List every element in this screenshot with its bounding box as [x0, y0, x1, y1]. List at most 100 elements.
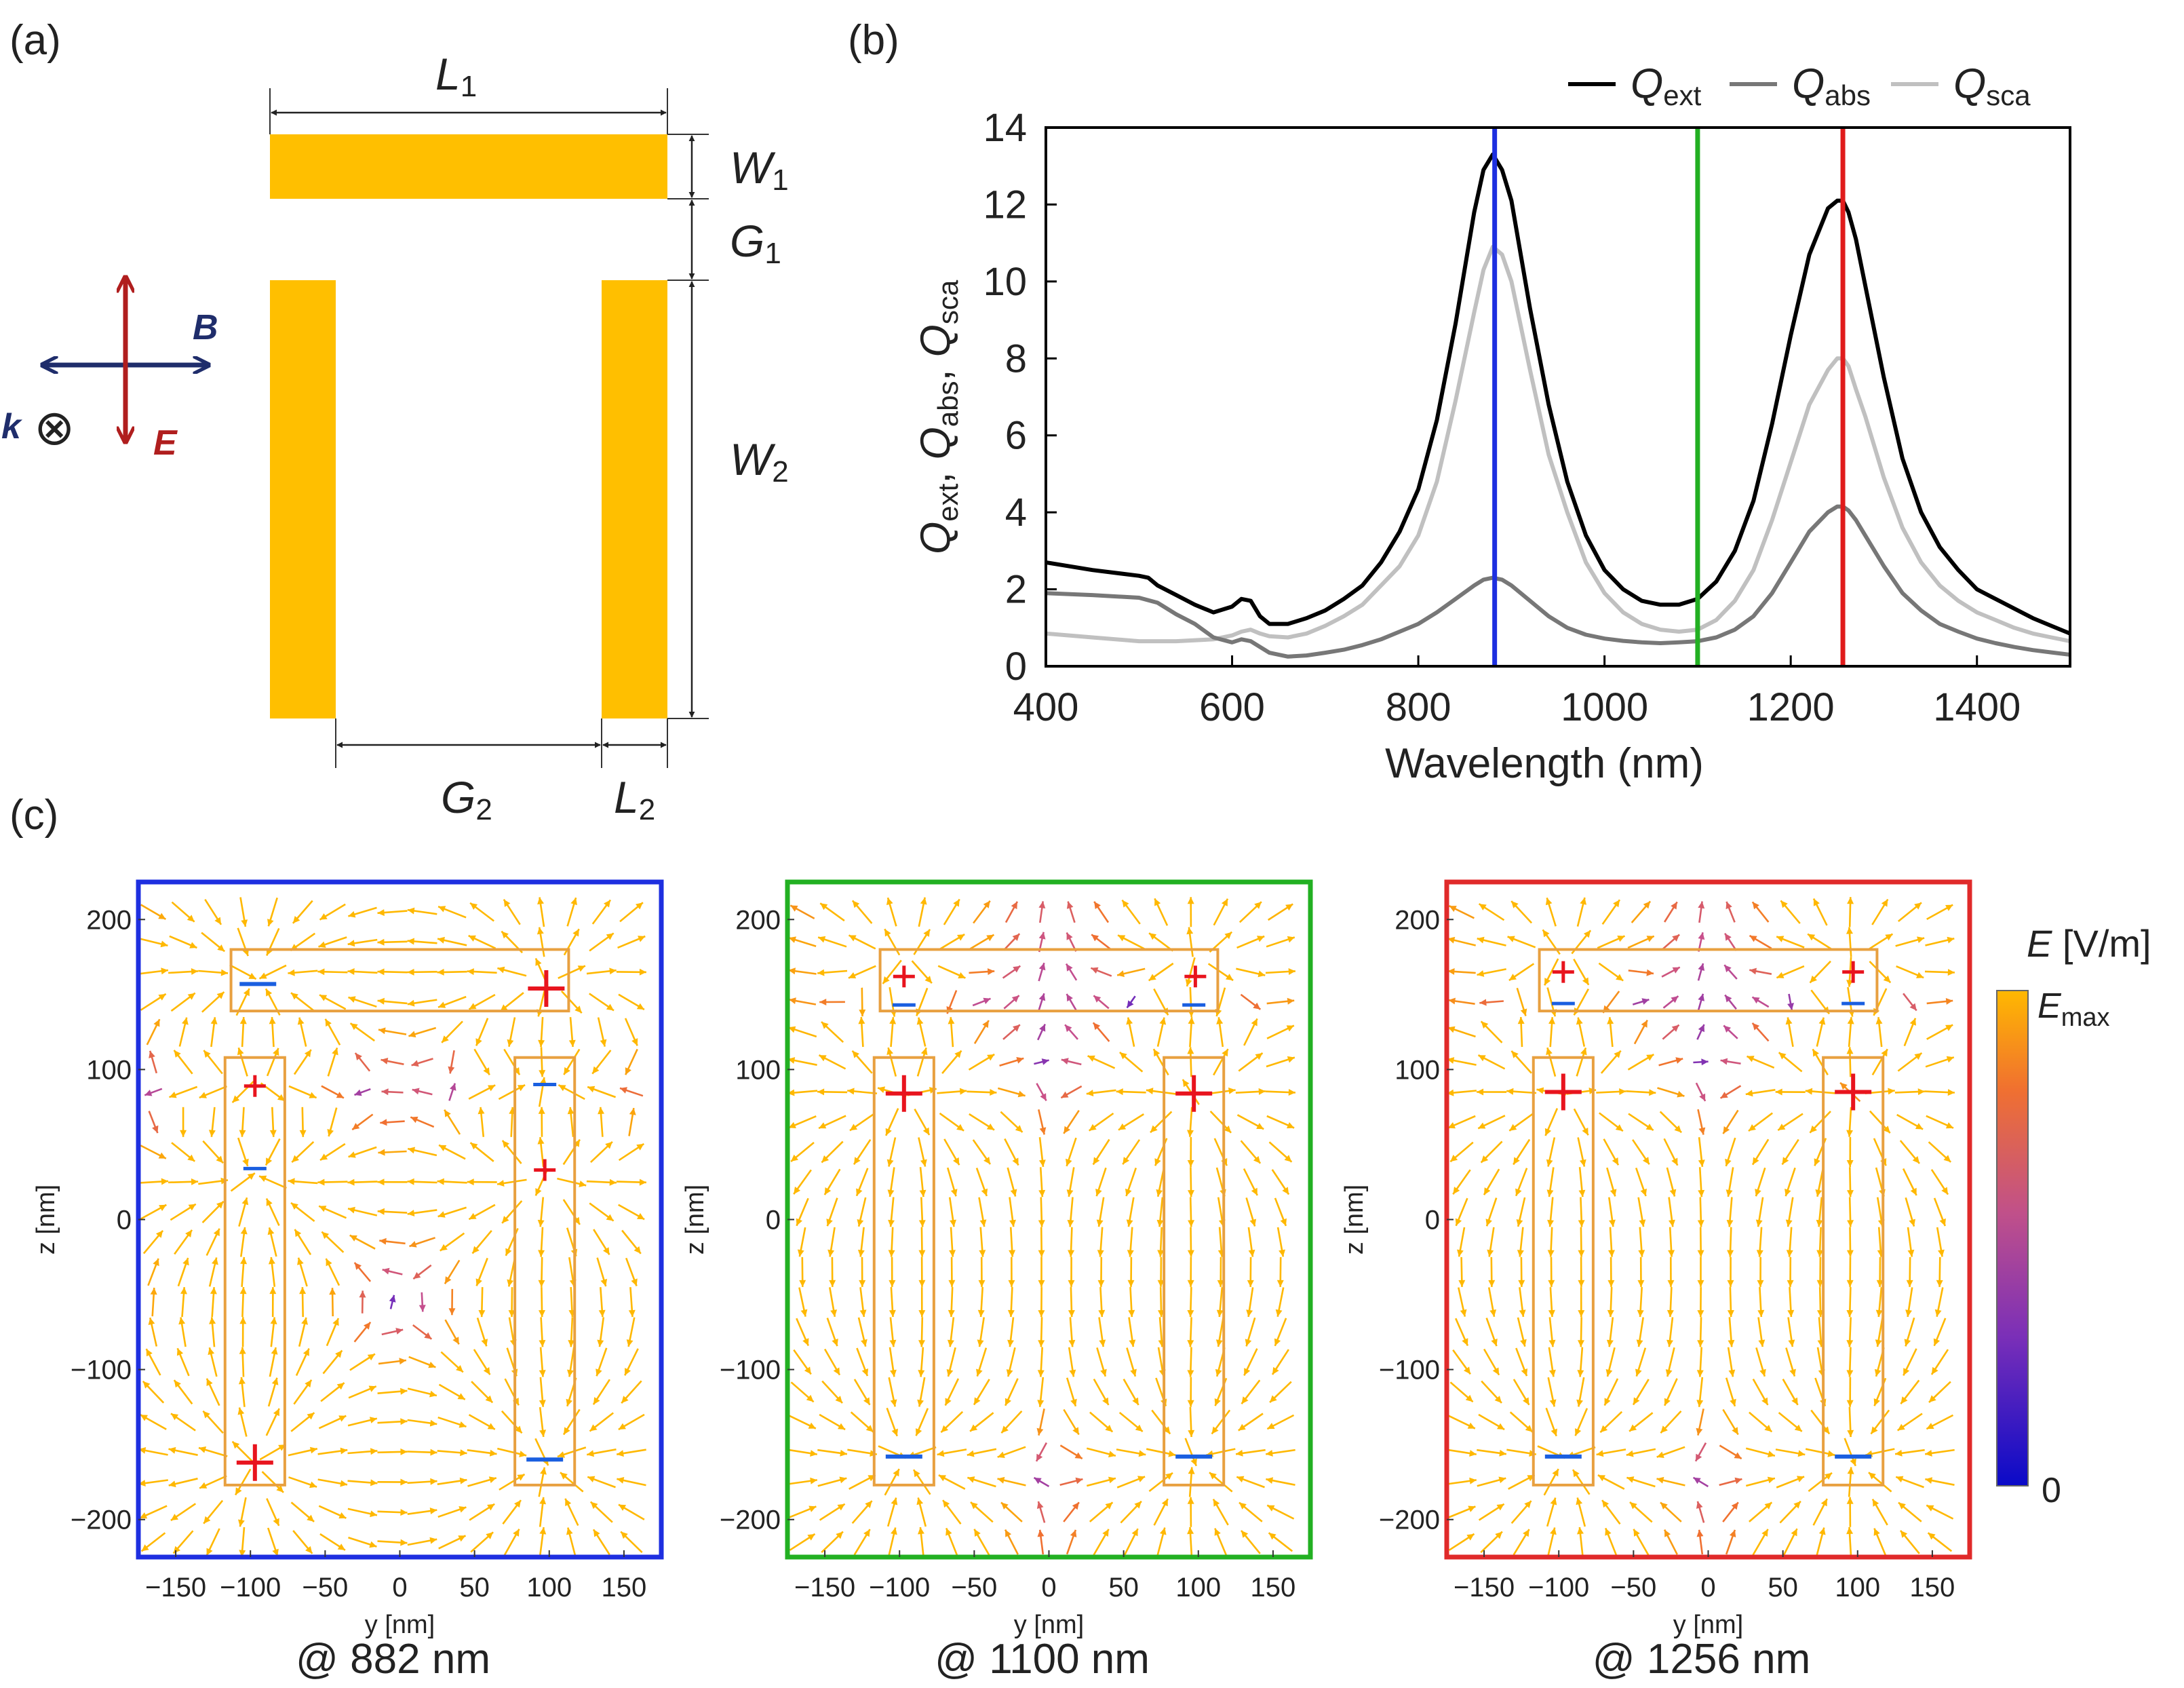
field-arrowhead: [209, 1317, 216, 1324]
E-label: E: [153, 423, 178, 463]
field-arrowhead: [377, 1208, 385, 1215]
field-arrowhead: [628, 1309, 636, 1318]
field-arrowhead: [1135, 1424, 1143, 1432]
field-arrowhead: [409, 1241, 417, 1248]
field-arrowhead: [604, 900, 610, 908]
field-arrowhead: [974, 1397, 981, 1405]
field-arrowhead: [1187, 1370, 1194, 1377]
field-arrowhead: [497, 1180, 505, 1187]
field-arrowhead: [1154, 898, 1161, 906]
x-tick-label: −50: [302, 1573, 348, 1603]
field-arrowhead: [1875, 1309, 1883, 1317]
field-arrowhead: [982, 1020, 989, 1029]
field-arrowhead: [564, 1427, 570, 1435]
y-tick-label: 0: [766, 1206, 781, 1235]
field-arrowhead: [1696, 1501, 1703, 1509]
field-arrowhead: [1498, 1476, 1506, 1484]
field-arrowhead: [1816, 1280, 1824, 1287]
field-arrowhead: [865, 1425, 874, 1432]
field-arrowhead: [448, 1308, 456, 1316]
field-arrowhead: [918, 1250, 926, 1257]
y-tick-label: −100: [1379, 1356, 1440, 1385]
field-arrowhead: [1520, 1339, 1527, 1347]
field-arrowhead: [1608, 1250, 1615, 1257]
field-arrowhead: [187, 993, 195, 1000]
field-arrowhead: [954, 1050, 962, 1058]
field-arrowhead: [1068, 1280, 1075, 1287]
field-arrowhead: [1125, 1188, 1132, 1196]
field-arrowhead: [378, 1027, 386, 1035]
field-arrowhead: [1187, 1250, 1194, 1257]
field-arrowhead: [893, 1469, 899, 1477]
field-arrowhead: [1039, 1127, 1047, 1135]
field-arrowhead: [1906, 1280, 1913, 1287]
field-arrowhead: [572, 929, 579, 937]
field-arrowhead: [1214, 1398, 1221, 1406]
field-arrowhead: [1612, 1157, 1618, 1166]
field-arrowhead: [1015, 1125, 1023, 1132]
colorbar-title: E [V/m]: [2027, 922, 2151, 965]
field-arrowhead: [305, 1379, 312, 1387]
field-arrowhead: [1013, 1024, 1020, 1032]
colorbar-max-label: Emax: [2037, 986, 2109, 1032]
field-arrowhead: [625, 1067, 631, 1075]
field-arrowhead: [1074, 1452, 1083, 1459]
field-arrowhead: [1466, 1533, 1475, 1541]
field-arrowhead: [1677, 1090, 1685, 1098]
field-arrowhead: [1182, 1079, 1190, 1088]
field-arrowhead: [1287, 997, 1295, 1005]
field-arrowhead: [977, 1309, 985, 1318]
field-arrowhead: [212, 1257, 218, 1265]
field-arrowhead: [1549, 1399, 1557, 1407]
field-arrowhead: [1813, 898, 1820, 906]
field-arrowhead: [266, 1198, 273, 1206]
field-arrowhead: [438, 1001, 446, 1008]
field-arrowhead: [413, 1271, 421, 1279]
field-arrowhead: [239, 1017, 247, 1024]
field-arrowhead: [259, 1175, 267, 1182]
field-arrowhead: [469, 1003, 477, 1010]
y-tick-label: 0: [1425, 1206, 1440, 1235]
field-arrowhead: [1578, 1340, 1584, 1347]
field-arrowhead: [379, 1238, 387, 1245]
field-arrowhead: [348, 996, 356, 1003]
field-arrowhead: [1905, 1309, 1912, 1317]
field-arrowhead: [1931, 1366, 1938, 1375]
field-arrowhead: [1509, 1124, 1517, 1131]
field-arrowhead: [1785, 1219, 1793, 1227]
field-arrowhead: [1656, 1476, 1664, 1484]
field-arrowhead: [1138, 1450, 1146, 1457]
field-arrowhead: [501, 931, 509, 939]
field-arrowhead: [1791, 1529, 1797, 1537]
field-arrowhead: [1477, 970, 1485, 977]
field-arrowhead: [1489, 1309, 1497, 1317]
field-arrowhead: [977, 1339, 984, 1347]
field-arrowhead: [389, 1294, 396, 1303]
field-arrowhead: [938, 1475, 946, 1482]
field-arrowhead: [983, 900, 990, 908]
field-arrowhead: [168, 1480, 176, 1488]
field-arrowhead: [1915, 1123, 1924, 1130]
field-arrowhead: [1186, 927, 1194, 935]
field-arrowhead: [199, 1446, 207, 1453]
field-arrowhead: [882, 976, 890, 984]
field-arrowhead: [1846, 1497, 1854, 1504]
field-arrowhead: [1039, 1024, 1046, 1032]
field-arrowhead: [1447, 1026, 1456, 1033]
field-arrowhead: [1288, 968, 1295, 975]
field-arrowhead: [1477, 1088, 1484, 1096]
field-arrowhead: [1579, 1159, 1586, 1167]
field-arrowhead: [1753, 1157, 1759, 1165]
field-arrowhead: [507, 1279, 514, 1287]
B-label: B: [193, 308, 218, 347]
field-arrowhead: [916, 1017, 924, 1025]
field-arrowhead: [1812, 1049, 1819, 1057]
field-arrowhead: [639, 1178, 646, 1186]
field-arrowhead: [1209, 1472, 1217, 1480]
field-arrowhead: [1009, 1250, 1016, 1257]
field-arrowhead: [948, 1017, 955, 1024]
field-arrowhead: [600, 1278, 608, 1286]
field-arrowhead: [1909, 1003, 1917, 1011]
field-arrowhead: [1550, 1527, 1557, 1535]
field-arrowhead: [1696, 1529, 1704, 1537]
